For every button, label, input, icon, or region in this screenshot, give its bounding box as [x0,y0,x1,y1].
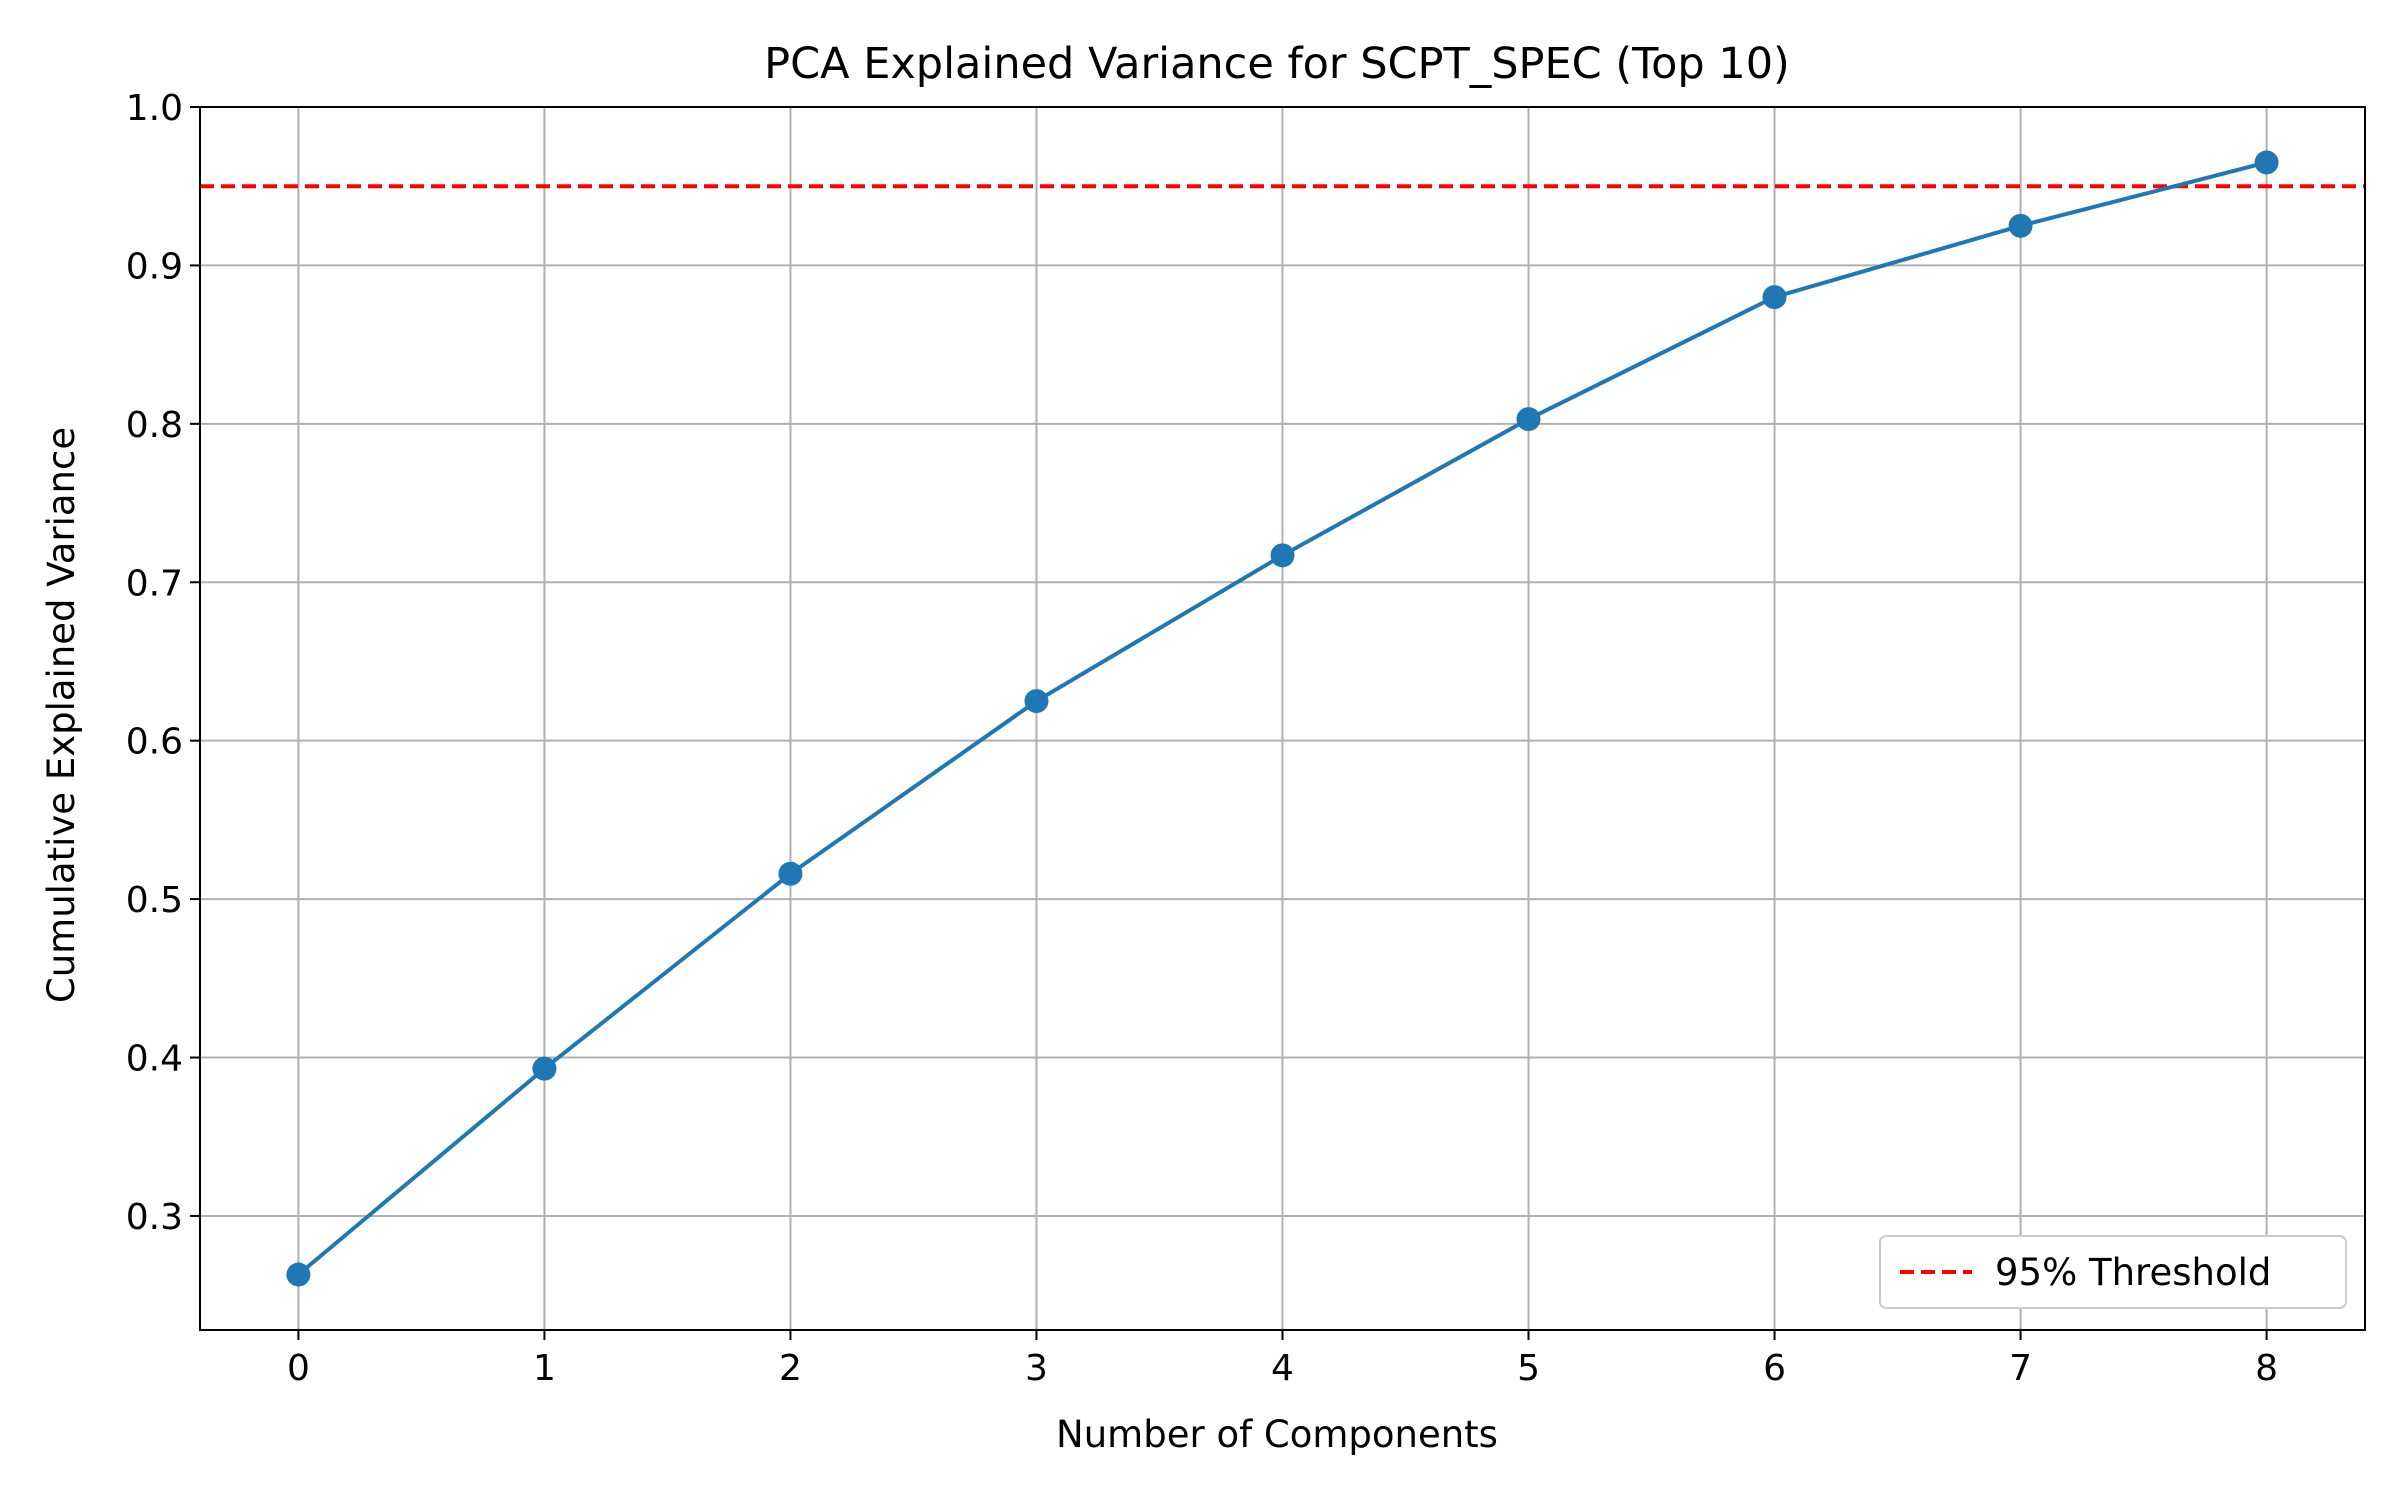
data-point [532,1056,557,1081]
y-tick-label: 0.6 [126,722,183,763]
data-point [2008,213,2033,238]
y-tick-label: 0.8 [126,405,183,446]
data-point [2254,150,2279,175]
legend-threshold-label: 95% Threshold [1995,1251,2271,1294]
x-tick-label: 1 [533,1348,556,1389]
x-tick-label: 4 [1271,1348,1294,1389]
y-tick-label: 0.3 [126,1197,183,1238]
y-tick-label: 0.4 [126,1039,183,1080]
data-point [778,861,803,886]
x-axis-label: Number of Components [1056,1413,1498,1456]
legend: 95% Threshold [1879,1235,2347,1309]
x-tick-label: 7 [2009,1348,2032,1389]
legend-box [1879,1235,2347,1309]
y-tick-label: 0.9 [126,246,183,287]
x-tick-label: 5 [1517,1348,1540,1389]
x-tick-label: 3 [1025,1348,1048,1389]
x-tick-label: 2 [779,1348,802,1389]
data-point [1270,543,1295,568]
grid-lines [200,106,2365,1330]
x-tick-label: 8 [2255,1348,2278,1389]
chart-title: PCA Explained Variance for SCPT_SPEC (To… [764,39,1790,89]
y-tick-label: 1.0 [126,88,183,129]
data-point [1516,407,1541,432]
y-tick-label: 0.5 [126,880,183,921]
data-point [1762,285,1787,310]
y-axis-label: Cumulative Explained Variance [40,427,83,1003]
x-tick-label: 0 [287,1348,310,1389]
axis-ticks: 0 1 2 3 4 5 6 7 8 0.3 0.4 0.5 0.6 0.7 0.8 0.9 1.0 [126,88,2278,1389]
x-tick-label: 6 [1763,1348,1786,1389]
data-point [286,1262,311,1287]
data-point [1024,689,1049,714]
y-tick-label: 0.7 [126,563,183,604]
series-layer [286,150,2279,1287]
